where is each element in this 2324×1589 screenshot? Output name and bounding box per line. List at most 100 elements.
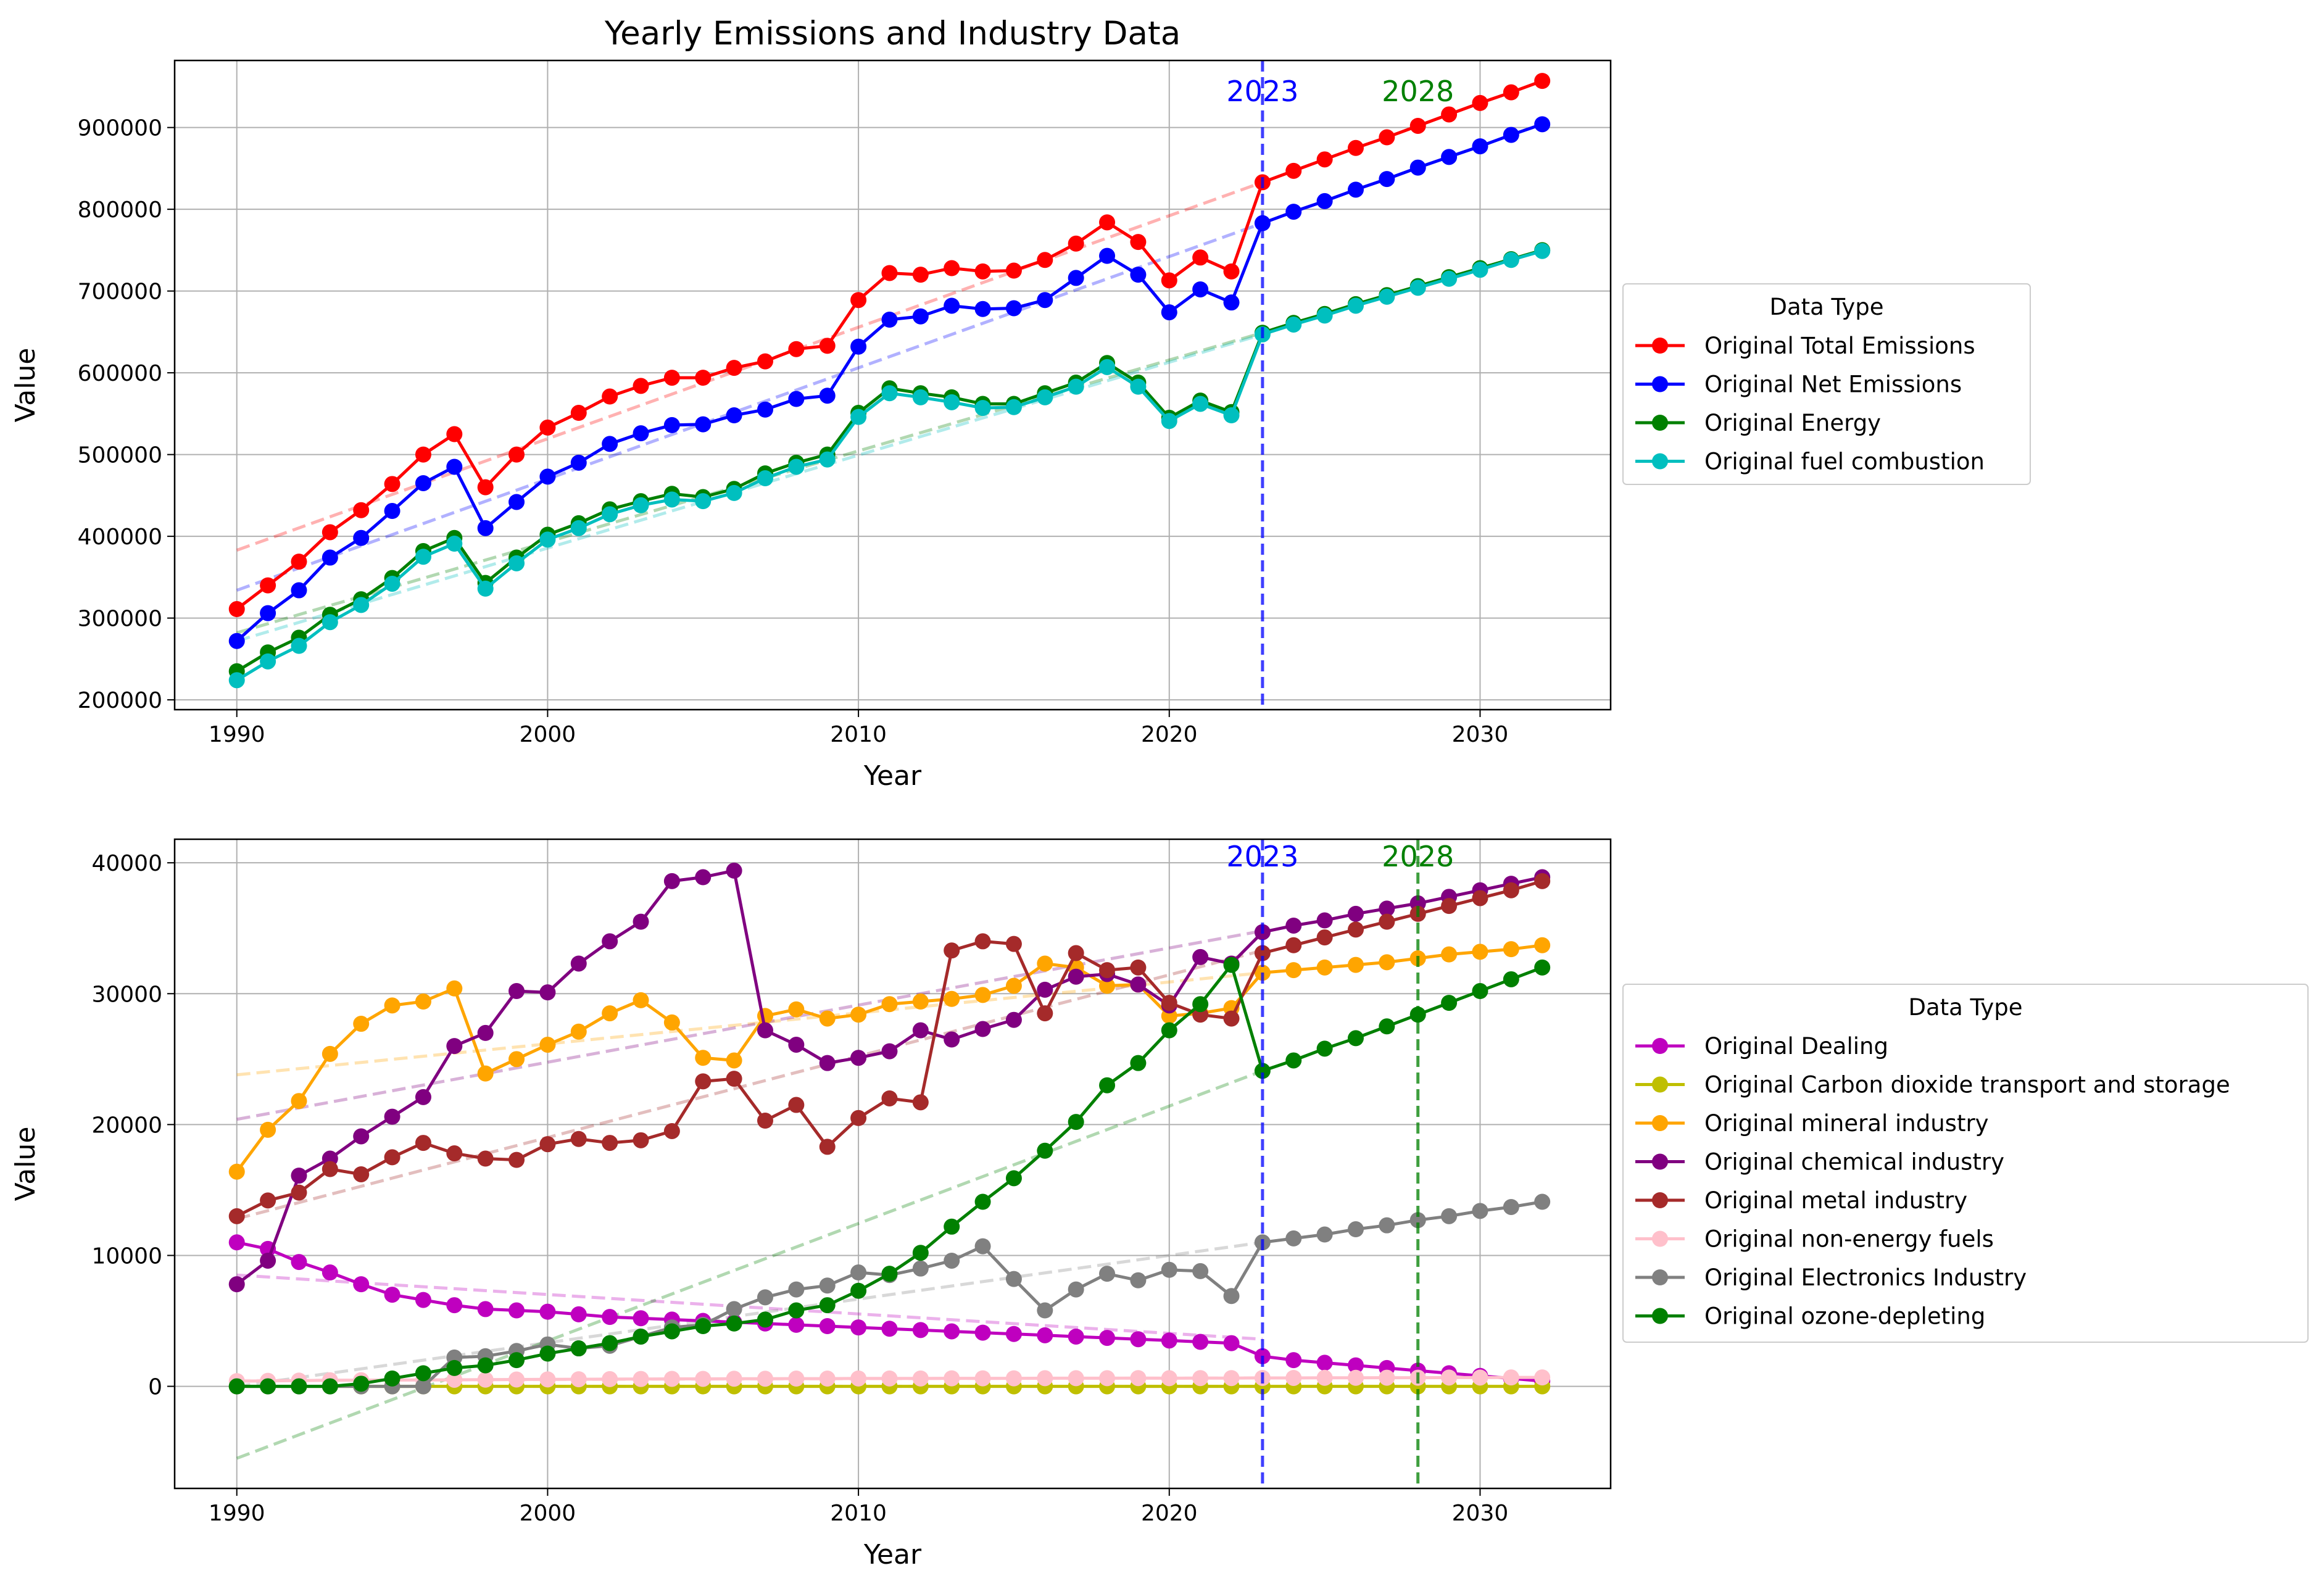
data-point-original-metal-industry xyxy=(1379,913,1395,930)
data-point-original-mineral-industry xyxy=(1005,977,1022,994)
data-point-original-chemical-industry xyxy=(1192,948,1209,965)
data-point-original-mineral-industry xyxy=(1099,977,1116,994)
data-point-original-total-emissions xyxy=(1472,94,1488,111)
data-point-original-mineral-industry xyxy=(415,994,431,1010)
data-point-original-ozone-depleting xyxy=(1099,1077,1116,1093)
data-point-original-dealing xyxy=(1130,1331,1147,1348)
data-point-original-metal-industry xyxy=(1037,1005,1053,1022)
data-point-original-metal-industry xyxy=(260,1192,276,1209)
data-point-original-non-energy-fuels xyxy=(1441,1369,1458,1386)
data-point-original-chemical-industry xyxy=(602,933,618,950)
data-point-original-metal-industry xyxy=(1285,937,1302,953)
data-point-original-total-emissions xyxy=(508,446,525,463)
data-point-original-chemical-industry xyxy=(944,1031,960,1048)
data-point-original-total-emissions xyxy=(1192,249,1209,266)
data-point-original-fuel-combustion xyxy=(508,555,525,571)
data-point-original-chemical-industry xyxy=(881,1043,898,1060)
data-point-original-mineral-industry xyxy=(1285,962,1302,979)
data-point-original-electronics-industry xyxy=(1130,1272,1147,1288)
data-point-original-ozone-depleting xyxy=(1316,1040,1333,1057)
legend-entry-original-fuel-combustion: Original fuel combustion xyxy=(1704,449,1985,475)
data-point-original-dealing xyxy=(446,1297,463,1314)
data-point-original-fuel-combustion xyxy=(912,389,929,405)
data-point-original-mineral-industry xyxy=(228,1163,245,1180)
x-tick-label: 2010 xyxy=(830,1501,887,1526)
data-point-original-mineral-industry xyxy=(384,997,400,1014)
data-point-original-fuel-combustion xyxy=(322,614,338,631)
data-point-original-total-emissions xyxy=(1379,129,1395,146)
data-point-original-mineral-industry xyxy=(850,1006,867,1023)
data-point-original-electronics-industry xyxy=(1409,1212,1426,1229)
data-point-original-non-energy-fuels xyxy=(1316,1369,1333,1386)
data-point-original-total-emissions xyxy=(1347,139,1364,156)
data-point-original-total-emissions xyxy=(353,502,370,518)
data-point-original-fuel-combustion xyxy=(384,575,400,592)
data-point-original-fuel-combustion xyxy=(291,637,307,654)
data-point-original-non-energy-fuels xyxy=(1379,1369,1395,1386)
data-point-original-non-energy-fuels xyxy=(477,1371,494,1388)
data-point-original-ozone-depleting xyxy=(353,1375,370,1392)
data-point-original-chemical-industry xyxy=(1005,1011,1022,1028)
y-tick-label: 30000 xyxy=(91,982,162,1007)
data-point-original-fuel-combustion xyxy=(663,491,680,508)
data-point-original-mineral-industry xyxy=(1316,959,1333,976)
data-point-original-ozone-depleting xyxy=(1285,1052,1302,1069)
data-point-original-metal-industry xyxy=(1068,945,1084,961)
data-point-original-non-energy-fuels xyxy=(912,1370,929,1387)
data-point-original-metal-industry xyxy=(819,1139,836,1155)
data-point-original-mineral-industry xyxy=(1472,944,1488,960)
x-axis-label: Year xyxy=(863,760,922,792)
data-point-original-fuel-combustion xyxy=(1068,378,1084,395)
data-point-original-net-emissions xyxy=(1099,247,1116,264)
data-point-original-ozone-depleting xyxy=(663,1323,680,1340)
data-point-original-metal-industry xyxy=(850,1110,867,1126)
data-point-original-non-energy-fuels xyxy=(1161,1370,1177,1387)
data-point-original-total-emissions xyxy=(819,338,836,354)
y-tick-label: 20000 xyxy=(91,1113,162,1138)
data-point-original-mineral-industry xyxy=(974,987,991,1003)
data-point-original-mineral-industry xyxy=(322,1045,338,1062)
data-point-original-electronics-industry xyxy=(415,1378,431,1395)
trend-line-original-electronics-industry xyxy=(236,1240,1263,1388)
trend-line-original-mineral-industry xyxy=(236,971,1263,1077)
data-point-original-chemical-industry xyxy=(1285,917,1302,934)
data-point-original-net-emissions xyxy=(1192,281,1209,297)
data-point-original-dealing xyxy=(633,1310,649,1327)
data-point-original-net-emissions xyxy=(602,436,618,452)
data-point-original-mineral-industry xyxy=(726,1052,742,1069)
data-point-original-non-energy-fuels xyxy=(1192,1370,1209,1387)
data-point-original-total-emissions xyxy=(726,360,742,376)
data-point-original-fuel-combustion xyxy=(228,672,245,689)
data-point-original-metal-industry xyxy=(1441,898,1458,915)
y-tick-label: 10000 xyxy=(91,1243,162,1269)
data-point-original-non-energy-fuels xyxy=(788,1371,805,1387)
data-point-original-ozone-depleting xyxy=(974,1193,991,1210)
data-point-original-total-emissions xyxy=(1037,252,1053,268)
data-point-original-metal-industry xyxy=(291,1184,307,1201)
data-point-original-dealing xyxy=(1099,1330,1116,1346)
data-point-original-ozone-depleting xyxy=(384,1370,400,1387)
data-point-original-non-energy-fuels xyxy=(1285,1369,1302,1386)
data-point-original-total-emissions xyxy=(1441,106,1458,123)
data-point-original-mineral-industry xyxy=(508,1051,525,1068)
data-point-original-chemical-industry xyxy=(260,1252,276,1269)
data-point-original-non-energy-fuels xyxy=(819,1371,836,1387)
data-point-original-dealing xyxy=(881,1321,898,1337)
data-point-original-total-emissions xyxy=(663,370,680,386)
data-point-original-metal-industry xyxy=(446,1145,463,1162)
data-point-original-metal-industry xyxy=(1347,921,1364,938)
data-point-original-total-emissions xyxy=(1285,162,1302,179)
data-point-original-electronics-industry xyxy=(1472,1203,1488,1219)
data-point-original-non-energy-fuels xyxy=(1223,1370,1240,1387)
data-point-original-ozone-depleting xyxy=(602,1335,618,1351)
data-point-original-dealing xyxy=(912,1322,929,1338)
data-point-original-mineral-industry xyxy=(663,1014,680,1031)
data-point-original-net-emissions xyxy=(570,454,587,471)
data-point-original-ozone-depleting xyxy=(570,1340,587,1357)
data-point-original-ozone-depleting xyxy=(477,1357,494,1374)
data-point-original-chemical-industry xyxy=(633,913,649,930)
data-point-original-net-emissions xyxy=(477,520,494,536)
data-point-original-total-emissions xyxy=(757,353,773,370)
data-point-original-fuel-combustion xyxy=(415,549,431,565)
data-point-original-total-emissions xyxy=(850,292,867,309)
